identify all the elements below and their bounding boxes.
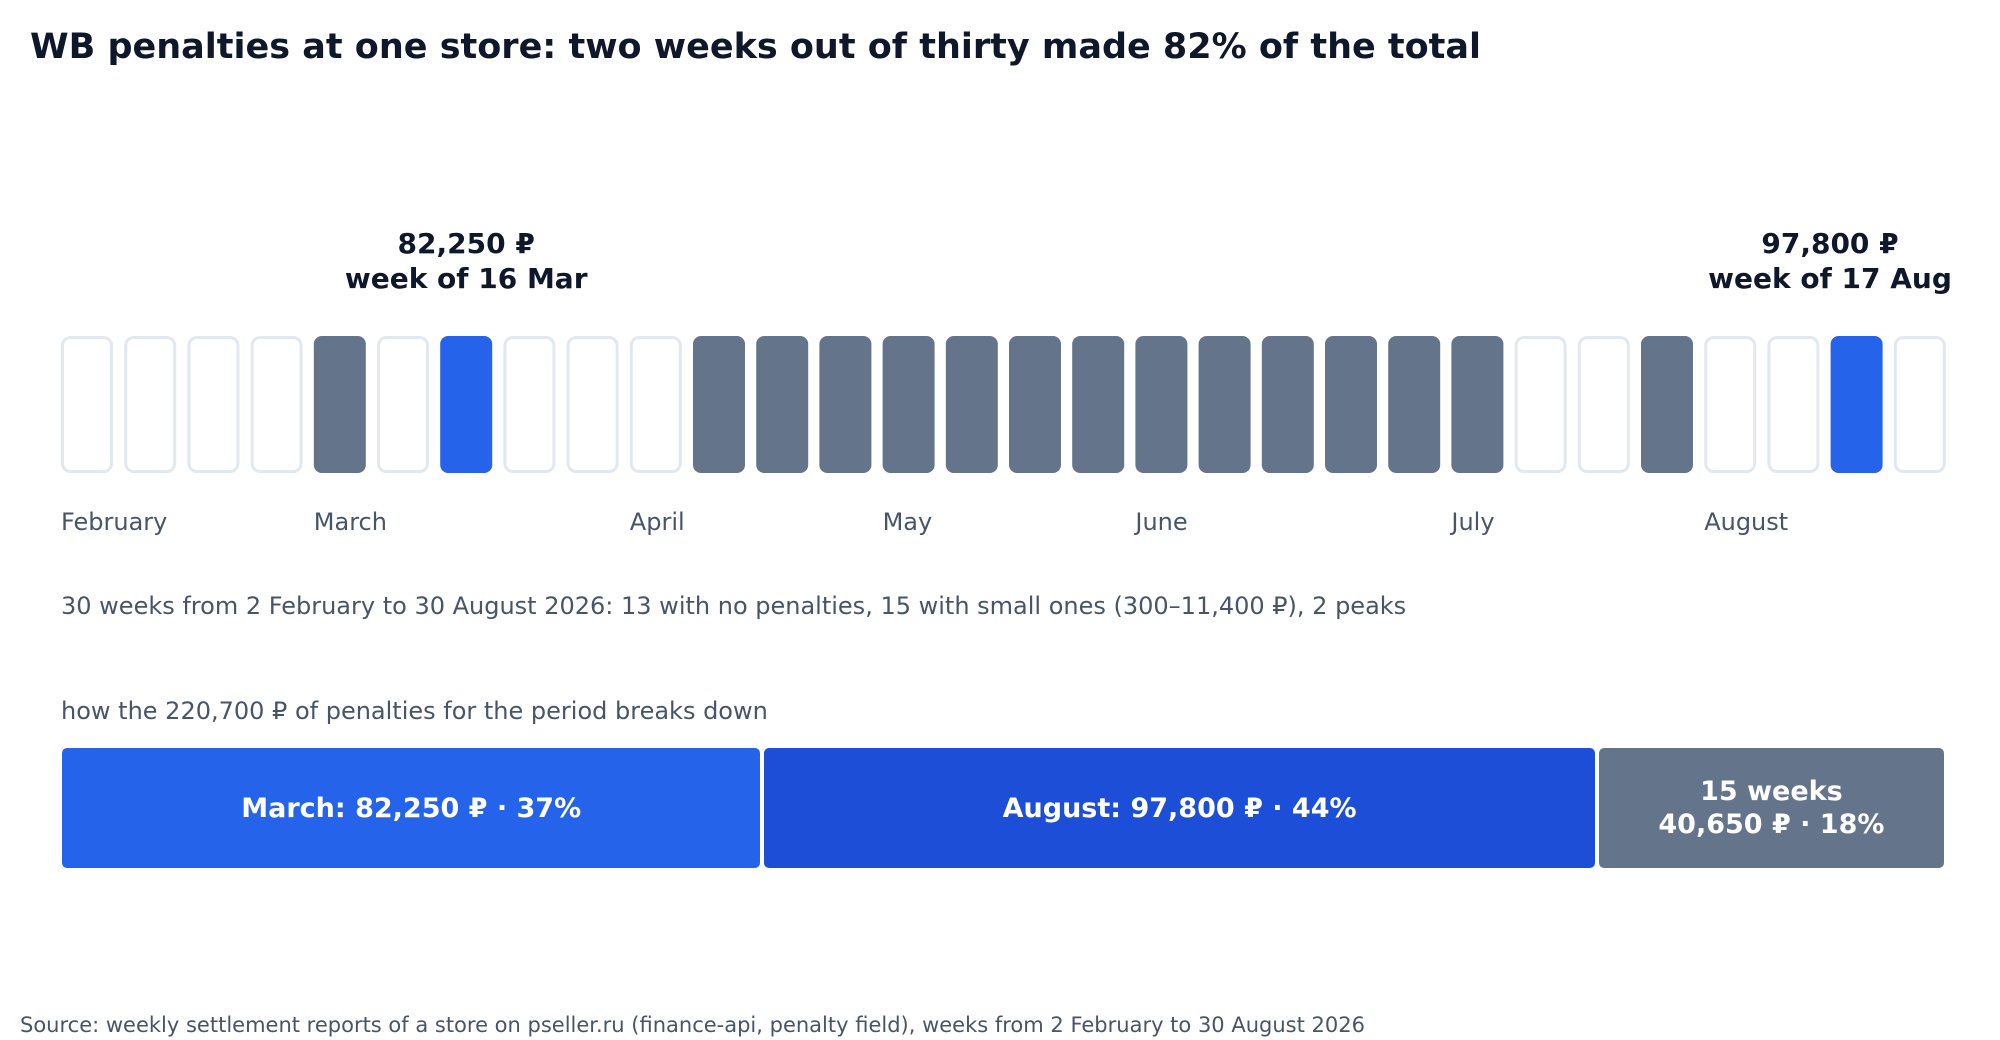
month-label: June xyxy=(1135,508,1188,536)
week-cell-small xyxy=(1009,336,1061,473)
peak-week: week of 17 Aug xyxy=(1708,262,1952,295)
week-cell-small xyxy=(1261,336,1314,473)
segment-label: August: 97,800 ₽ · 44% xyxy=(1002,792,1357,824)
segment-other-weeks: 15 weeks 40,650 ₽ · 18% xyxy=(1598,748,1944,868)
week-cell-none xyxy=(124,336,177,473)
month-label: August xyxy=(1704,508,1789,536)
period-summary: 30 weeks from 2 February to 30 August 20… xyxy=(61,592,1407,620)
week-cell-none xyxy=(61,336,113,473)
week-cell-none xyxy=(503,336,556,473)
month-label: May xyxy=(882,508,933,536)
week-cell-none xyxy=(377,336,429,473)
month-label: July xyxy=(1451,508,1495,536)
month-label: March xyxy=(313,508,387,536)
week-cell-small xyxy=(1641,336,1693,473)
week-cell-small xyxy=(1198,336,1251,473)
week-cell-none xyxy=(1514,336,1567,473)
week-cell-none xyxy=(250,336,303,473)
month-label: February xyxy=(61,508,168,536)
week-cell-small xyxy=(1325,336,1377,473)
source-note: Source: weekly settlement reports of a s… xyxy=(20,1013,1365,1037)
week-cell-small xyxy=(882,336,935,473)
week-cell-none xyxy=(629,336,682,473)
peak-value: 82,250 ₽ xyxy=(397,227,535,260)
week-cell-peak xyxy=(1830,336,1883,473)
week-cell-small xyxy=(693,336,745,473)
week-cell-none xyxy=(566,336,619,473)
week-cell-small xyxy=(1135,336,1188,473)
segment-label-line2: 40,650 ₽ · 18% xyxy=(1658,809,1885,840)
week-cell-none xyxy=(187,336,240,473)
peak-label-march: 82,250 ₽ week of 16 Mar xyxy=(306,226,626,296)
week-cell-none xyxy=(1767,336,1820,473)
week-cell-none xyxy=(1577,336,1630,473)
week-cell-none xyxy=(1704,336,1757,473)
segment-august: August: 97,800 ₽ · 44% xyxy=(764,748,1595,868)
segment-label: March: 82,250 ₽ · 37% xyxy=(241,792,582,824)
week-cell-small xyxy=(945,336,998,473)
peak-value: 97,800 ₽ xyxy=(1761,227,1899,260)
chart-title: WB penalties at one store: two weeks out… xyxy=(30,27,1482,67)
week-cell-small xyxy=(1451,336,1504,473)
segment-march: March: 82,250 ₽ · 37% xyxy=(62,748,761,868)
breakdown-title: how the 220,700 ₽ of penalties for the p… xyxy=(61,697,768,725)
week-cell-small xyxy=(756,336,809,473)
week-cell-small xyxy=(313,336,366,473)
week-cell-small xyxy=(819,336,872,473)
week-cell-small xyxy=(1072,336,1125,473)
week-cell-peak xyxy=(440,336,493,473)
segment-label-line1: 15 weeks xyxy=(1700,776,1843,807)
week-cell-small xyxy=(1388,336,1441,473)
peak-week: week of 16 Mar xyxy=(344,262,588,295)
month-label: April xyxy=(629,508,685,536)
peak-label-august: 97,800 ₽ week of 17 Aug xyxy=(1670,226,1990,296)
week-cell-none xyxy=(1893,336,1946,473)
